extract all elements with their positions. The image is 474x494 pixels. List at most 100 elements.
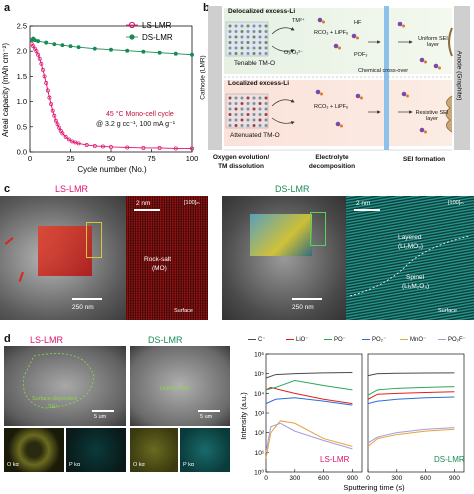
lattice-atom xyxy=(240,124,244,127)
lattice-atom xyxy=(240,107,244,111)
chart-a-point xyxy=(76,45,81,50)
tof-series-line xyxy=(367,427,455,444)
chart-a-point xyxy=(60,131,65,136)
molecule xyxy=(419,127,425,133)
lattice-atom xyxy=(228,107,232,111)
c-ls-rocksalt-label: Rock-salt xyxy=(144,256,172,263)
c-ls-title: LS-LMR xyxy=(55,184,89,194)
chart-a-point xyxy=(55,122,60,127)
b-bottom-label-2: TM dissolution xyxy=(218,163,264,170)
d-ds-o-map: O kα xyxy=(130,428,178,472)
lattice-atom xyxy=(234,30,238,33)
lattice-atom xyxy=(228,96,232,100)
tof-xtick-label: 300 xyxy=(289,475,300,482)
molecule xyxy=(317,17,323,23)
lattice-bottom xyxy=(225,93,269,129)
chart-a-point xyxy=(36,39,41,44)
b-top-title: Delocalized excess-Li xyxy=(228,8,296,15)
lattice-atom xyxy=(252,30,256,33)
tof-xlabel: Sputtering time (s) xyxy=(343,483,405,492)
tof-legend-swatch xyxy=(286,338,294,341)
uniform-sei-layer xyxy=(448,27,453,57)
lattice-atom xyxy=(252,41,256,44)
c-ds-spinel-label: Spinel xyxy=(406,274,425,281)
molecule-atom xyxy=(356,36,359,40)
chart-a-point xyxy=(68,44,73,49)
lattice-atom xyxy=(258,102,262,105)
molecule xyxy=(335,121,341,127)
c-ds-hr-scale-label: 2 nm xyxy=(356,200,371,207)
tof-series-line xyxy=(367,386,455,396)
lattice-atom xyxy=(234,46,238,50)
b-top-sub: Tenable TM-O xyxy=(234,60,276,67)
chart-a-point xyxy=(92,144,97,148)
tof-xtick-label: 300 xyxy=(391,475,402,482)
b-hf: HF xyxy=(354,20,362,26)
chart-a-point xyxy=(47,95,52,100)
c-ls-rocksalt-formula: (MO) xyxy=(152,265,167,272)
d-ls-surface-sei-2: SEI xyxy=(48,404,57,410)
c-ds-layered-label: Layered xyxy=(398,234,422,241)
lattice-atom xyxy=(252,96,256,100)
chart-a-point xyxy=(52,113,57,118)
tof-series-line xyxy=(265,386,353,405)
lattice-atom xyxy=(264,113,268,116)
tof-xtick-label: 900 xyxy=(449,475,460,482)
c-ls-rocksalt-overlay xyxy=(38,226,92,276)
lattice-atom xyxy=(234,102,238,105)
chart-a-point xyxy=(76,141,81,146)
tof-legend: C⁻ LiO⁻ PO⁻ PO₂⁻ MnO⁻ PO₂F⁻ xyxy=(248,336,474,348)
lattice-atom xyxy=(246,124,250,127)
chart-a-point xyxy=(41,67,45,72)
lattice-atom xyxy=(234,118,238,122)
c-ds-layered-formula: (Li₂MO₃) xyxy=(398,243,424,250)
tof-ytick-label: 10¹ xyxy=(255,450,265,457)
tof-legend-label: PO₂F⁻ xyxy=(448,337,466,343)
lattice-atom xyxy=(258,96,262,100)
tof-ytick-label: 10² xyxy=(255,430,265,437)
chart-a-point xyxy=(84,142,89,147)
lattice-atom xyxy=(228,35,232,39)
b-pof3: POF₃ xyxy=(354,52,368,58)
lattice-atom xyxy=(228,118,232,122)
chart-a-point xyxy=(100,144,105,149)
panel-letter-b: b xyxy=(203,2,210,14)
lattice-atom xyxy=(228,52,232,55)
lattice-atom xyxy=(228,113,232,116)
lattice-atom xyxy=(246,35,250,39)
lattice-atom xyxy=(246,24,250,28)
tof-ytick-label: 10⁵ xyxy=(254,371,264,378)
c-ls-scale-label: 250 nm xyxy=(72,304,94,311)
tof-legend-item: PO⁻ xyxy=(324,336,346,343)
tof-xtick-label: 600 xyxy=(318,475,329,482)
chart-a-point xyxy=(36,52,41,57)
lattice-atom xyxy=(252,46,256,50)
chart-a-xtick-label: 25 xyxy=(66,154,74,163)
d-ds-scalebar xyxy=(198,410,220,412)
b-bottom-sub: Attenuated TM-O xyxy=(230,132,280,139)
tof-legend-swatch xyxy=(362,338,370,341)
lattice-atom xyxy=(246,113,250,116)
lattice-atom xyxy=(234,24,238,28)
chart-a-point xyxy=(157,50,162,55)
c-ds-tem-image: 250 nm xyxy=(222,196,346,320)
chart-a-point xyxy=(60,43,65,48)
lattice-atom xyxy=(264,102,268,105)
chart-a-point xyxy=(32,38,37,43)
chart-a-ytick-label: 2.0 xyxy=(17,47,27,56)
molecule-atom xyxy=(322,20,325,24)
lattice-atom xyxy=(246,41,250,44)
tof-series-line xyxy=(367,372,455,377)
tof-ds-label: DS-LMR xyxy=(434,455,465,464)
b-crossover: Chemical cross-over xyxy=(358,68,409,74)
lattice-atom xyxy=(246,46,250,50)
tof-xtick-label: 0 xyxy=(264,475,268,482)
molecule xyxy=(433,63,439,69)
tof-series-line xyxy=(265,420,353,459)
d-ls-scale-label: 5 um xyxy=(94,414,107,420)
chart-a-point xyxy=(141,49,146,54)
lattice-atom xyxy=(264,118,268,122)
c-ls-zone-axis: [100]ₘ xyxy=(184,200,200,206)
lattice-atom xyxy=(240,24,244,28)
lattice-atom xyxy=(228,30,232,33)
